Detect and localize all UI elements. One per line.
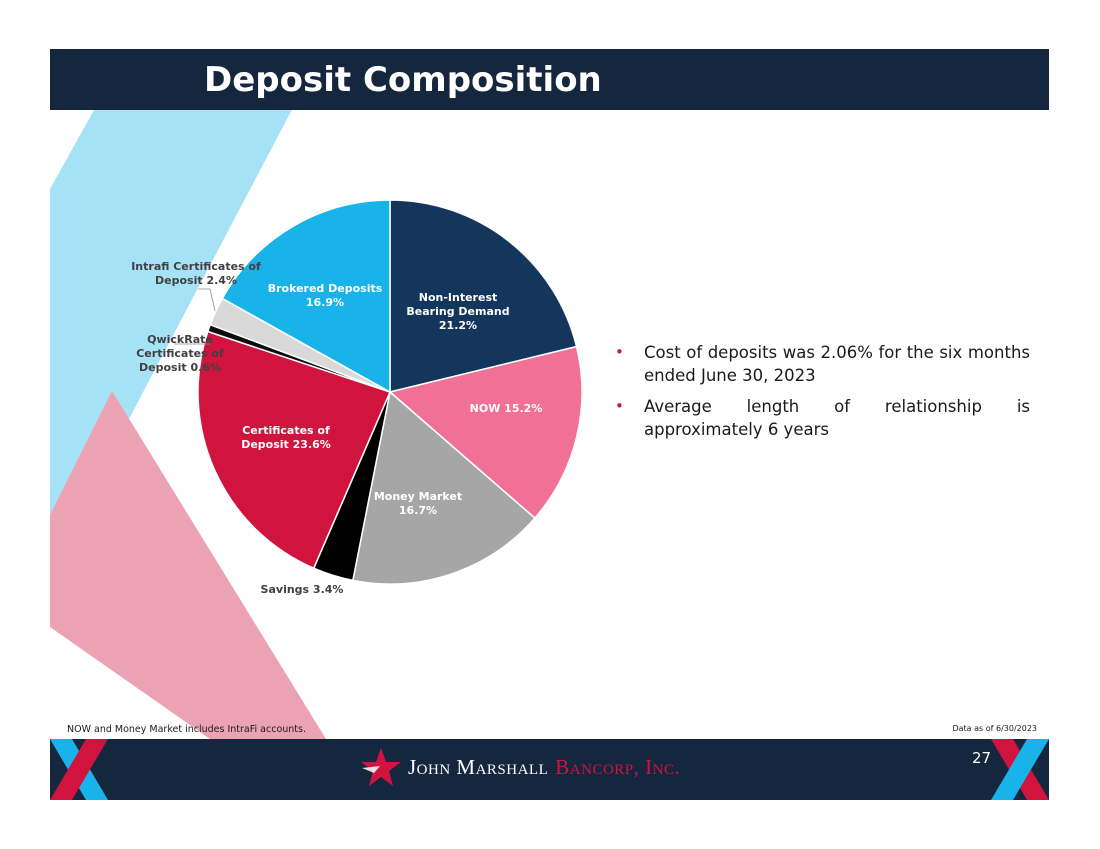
pie-slice-money-market [351, 390, 536, 585]
pie-label-brokered-deposits: Brokered Deposits 16.9% [268, 282, 383, 309]
pie-label-certificates-of-deposit: Certificates of Deposit 23.6% [241, 424, 331, 451]
footer-bar: John Marshall Bancorp, Inc. 27 [50, 739, 1049, 800]
page-title: Deposit Composition [204, 60, 602, 100]
pie-slice-non-interest-bearing-demand [389, 199, 578, 393]
leader-line [198, 288, 216, 312]
pie-label-non-interest-bearing-demand: Non-Interest Bearing Demand 21.2% [406, 291, 509, 332]
pie-label-qwickrate-certificates-of-deposit: QwickRate Certificates of Deposit 0.6% [136, 333, 224, 374]
logo-name: John Marshall [408, 754, 549, 779]
bullet-item: • Average length of relationship is appr… [612, 395, 1030, 441]
pie-label-intrafi-certificates-of-deposit: Intrafi Certificates of Deposit 2.4% [131, 260, 261, 287]
pie-slices [197, 199, 583, 585]
pie-labels: Non-Interest Bearing Demand 21.2% NOW 15.2%… [131, 260, 542, 596]
pie-leader-lines [174, 288, 216, 345]
pie-slice-now [388, 345, 583, 520]
pie-label-savings: Savings 3.4% [261, 583, 344, 596]
data-date: Data as of 6/30/2023 [952, 724, 1037, 733]
logo-suffix: Bancorp, Inc. [555, 754, 681, 779]
x-emblem-icon [991, 739, 1049, 800]
pie-label-now: NOW 15.2% [470, 402, 543, 415]
slide: Deposit Composition Non-Interest Bearing … [50, 49, 1049, 800]
footnote: NOW and Money Market includes IntraFi ac… [67, 724, 306, 735]
pie-slice-brokered-deposits [221, 199, 391, 394]
footer-decoration [50, 739, 1049, 800]
background-decoration [50, 49, 326, 739]
bullet-text: Cost of deposits was 2.06% for the six m… [644, 343, 1030, 385]
title-bar: Deposit Composition [50, 49, 1049, 110]
bullet-dot-icon: • [615, 343, 624, 361]
pie-slice-certificates-of-deposit [197, 330, 392, 570]
page-number: 27 [972, 749, 992, 767]
bullet-list: • Cost of deposits was 2.06% for the six… [612, 341, 1030, 449]
star-logo-icon [361, 748, 401, 786]
pie-label-money-market: Money Market 16.7% [374, 490, 462, 517]
pink-band [50, 391, 326, 739]
company-logo: John Marshall Bancorp, Inc. [360, 745, 680, 789]
bullet-dot-icon: • [615, 397, 624, 415]
bullet-text: Average length of relationship is approx… [644, 397, 1030, 439]
bullet-item: • Cost of deposits was 2.06% for the six… [612, 341, 1030, 387]
pie-chart: Non-Interest Bearing Demand 21.2% NOW 15.2%… [131, 199, 583, 596]
x-emblem-icon [50, 739, 108, 800]
